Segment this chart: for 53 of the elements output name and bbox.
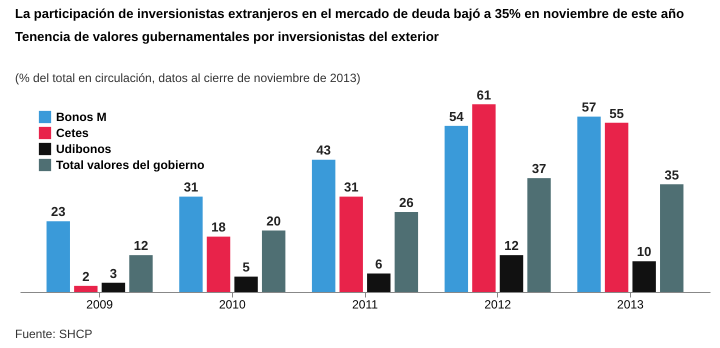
bar xyxy=(500,255,524,292)
chart-title: La participación de inversionistas extranjeros en el mercado de deuda bajó a 35% en noviembre de este año xyxy=(15,6,684,21)
data-label: 3 xyxy=(110,266,118,281)
bar xyxy=(527,178,551,292)
data-label: 18 xyxy=(211,220,226,235)
x-tick-label: 2013 xyxy=(617,298,644,312)
data-label: 6 xyxy=(375,256,382,272)
data-label: 61 xyxy=(476,87,492,102)
data-label: 54 xyxy=(449,108,464,124)
data-label: 10 xyxy=(636,244,652,260)
data-label: 55 xyxy=(609,106,624,121)
x-tick-label: 2011 xyxy=(352,298,378,312)
bar xyxy=(74,286,98,292)
bar xyxy=(179,196,203,292)
legend-label: Udibonos xyxy=(56,142,112,156)
bar xyxy=(394,212,418,292)
source-note: Fuente: SHCP xyxy=(15,327,92,341)
bar xyxy=(444,126,468,292)
data-label: 26 xyxy=(399,195,414,210)
bar xyxy=(102,282,126,292)
data-label: 20 xyxy=(266,213,281,228)
data-label: 12 xyxy=(504,238,519,254)
bar xyxy=(632,261,656,292)
bar xyxy=(262,230,286,292)
data-label: 57 xyxy=(582,100,596,115)
data-label: 37 xyxy=(532,161,546,176)
legend-label: Total valores del gobierno xyxy=(56,158,204,172)
bar xyxy=(604,122,628,292)
bar xyxy=(234,276,258,292)
x-tick-label: 2009 xyxy=(86,298,114,312)
legend-label: Cetes xyxy=(56,126,90,140)
bar xyxy=(660,184,684,292)
data-label: 5 xyxy=(242,260,250,275)
x-tick-label: 2012 xyxy=(484,298,512,312)
data-label: 31 xyxy=(344,180,358,195)
bar xyxy=(46,221,70,292)
data-label: 43 xyxy=(316,142,331,158)
legend-label: Bonos M xyxy=(56,110,107,124)
bar xyxy=(339,196,363,292)
data-label: 23 xyxy=(51,204,66,220)
data-label: 2 xyxy=(82,268,90,284)
data-label: 31 xyxy=(184,180,198,195)
data-label: 12 xyxy=(134,238,148,254)
bar xyxy=(472,104,496,292)
bar xyxy=(312,160,336,292)
bar xyxy=(577,116,601,292)
bar xyxy=(206,236,230,292)
chart-subtitle: Tenencia de valores gubernamentales por inversionistas del exterior xyxy=(15,29,439,44)
bar xyxy=(367,274,391,292)
bar xyxy=(129,255,153,292)
x-tick-label: 2010 xyxy=(218,298,246,312)
data-label: 35 xyxy=(664,167,679,182)
text: (% del total en circulación, datos al cierre de noviembre de 2013) xyxy=(15,71,361,85)
